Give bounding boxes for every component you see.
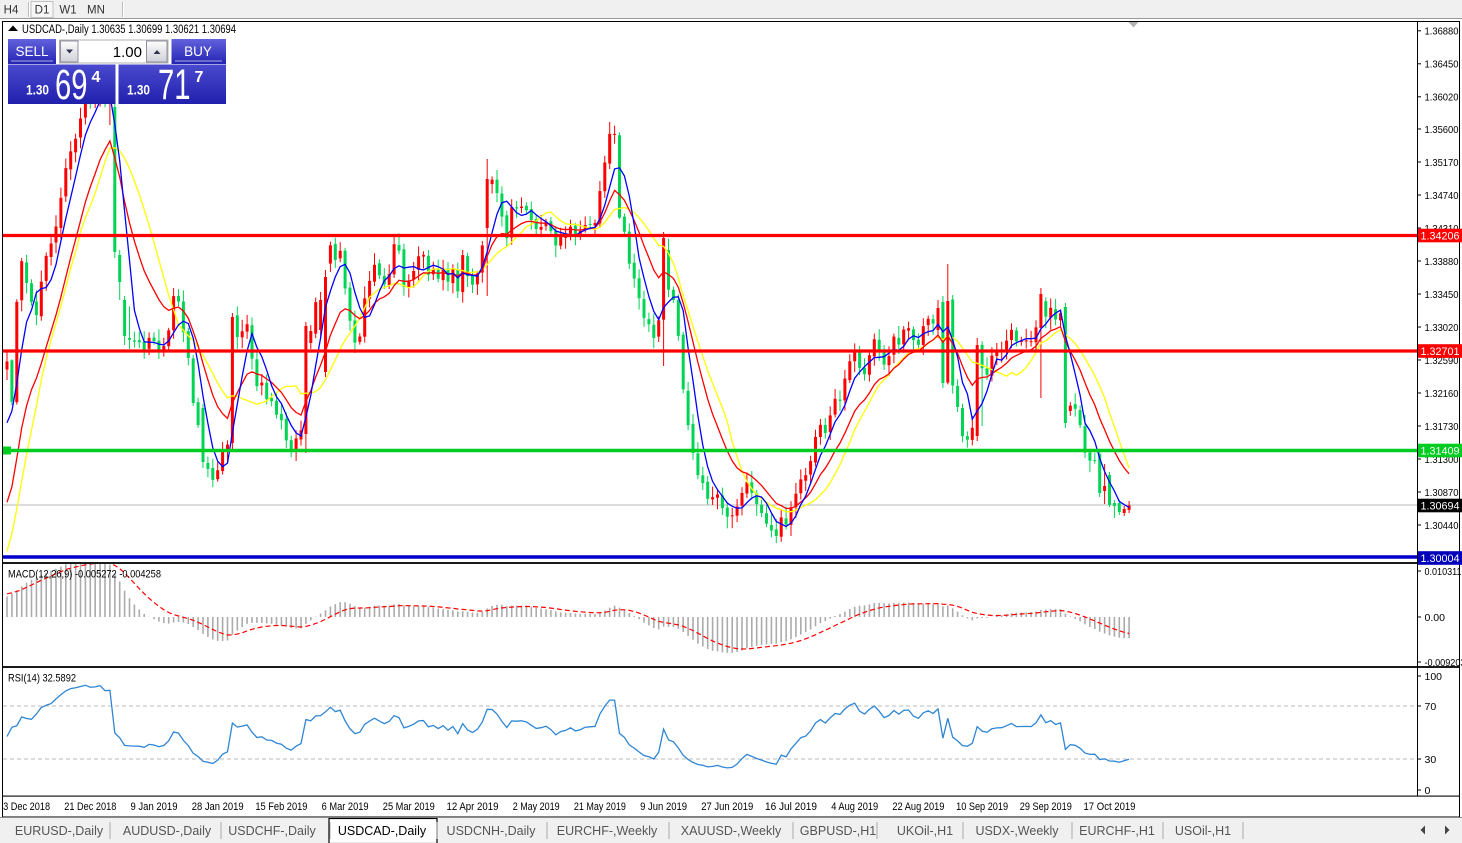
svg-text:1.00: 1.00 bbox=[113, 44, 142, 61]
svg-text:28 Jan 2019: 28 Jan 2019 bbox=[192, 801, 244, 813]
svg-text:SELL: SELL bbox=[15, 44, 49, 59]
svg-text:USOil-,H1: USOil-,H1 bbox=[1175, 824, 1231, 838]
svg-text:1.30440: 1.30440 bbox=[1425, 520, 1459, 532]
svg-text:0.00: 0.00 bbox=[1425, 612, 1446, 624]
svg-text:EURCHF-,H1: EURCHF-,H1 bbox=[1079, 824, 1155, 838]
svg-text:2 May 2019: 2 May 2019 bbox=[513, 801, 560, 813]
svg-text:1.31730: 1.31730 bbox=[1425, 421, 1459, 433]
svg-text:USDCNH-,Daily: USDCNH-,Daily bbox=[447, 824, 537, 838]
svg-text:12 Apr 2019: 12 Apr 2019 bbox=[447, 801, 499, 813]
svg-text:29 Sep 2019: 29 Sep 2019 bbox=[1020, 801, 1072, 813]
svg-text:25 Mar 2019: 25 Mar 2019 bbox=[383, 801, 435, 813]
svg-text:16 Jul 2019: 16 Jul 2019 bbox=[765, 801, 817, 813]
svg-text:17 Oct 2019: 17 Oct 2019 bbox=[1084, 801, 1136, 813]
svg-text:0: 0 bbox=[1425, 785, 1431, 797]
svg-text:21 May 2019: 21 May 2019 bbox=[574, 801, 626, 813]
svg-text:AUDUSD-,Daily: AUDUSD-,Daily bbox=[123, 824, 212, 838]
svg-text:BUY: BUY bbox=[184, 44, 212, 59]
svg-text:-0.009203: -0.009203 bbox=[1425, 657, 1462, 669]
svg-text:1.34740: 1.34740 bbox=[1425, 190, 1459, 202]
svg-text:4 Aug 2019: 4 Aug 2019 bbox=[831, 801, 878, 813]
svg-text:1.35600: 1.35600 bbox=[1425, 124, 1459, 136]
svg-text:XAUUSD-,Weekly: XAUUSD-,Weekly bbox=[681, 824, 782, 838]
svg-text:1.33450: 1.33450 bbox=[1425, 289, 1459, 301]
svg-text:1.30870: 1.30870 bbox=[1425, 487, 1459, 499]
svg-text:22 Aug 2019: 22 Aug 2019 bbox=[892, 801, 944, 813]
svg-text:69: 69 bbox=[55, 61, 88, 109]
svg-text:RSI(14) 32.5892: RSI(14) 32.5892 bbox=[8, 673, 76, 685]
svg-text:27 Jun 2019: 27 Jun 2019 bbox=[701, 801, 753, 813]
svg-text:15 Feb 2019: 15 Feb 2019 bbox=[255, 801, 307, 813]
svg-text:4: 4 bbox=[92, 69, 101, 86]
svg-text:30: 30 bbox=[1425, 754, 1437, 766]
svg-text:21 Dec 2018: 21 Dec 2018 bbox=[64, 801, 116, 813]
svg-text:H4: H4 bbox=[4, 5, 19, 17]
svg-text:1.35170: 1.35170 bbox=[1425, 157, 1459, 169]
svg-text:MN: MN bbox=[87, 5, 105, 17]
svg-text:USDX-,Weekly: USDX-,Weekly bbox=[975, 824, 1059, 838]
svg-text:1.30: 1.30 bbox=[127, 83, 150, 98]
svg-text:1.36880: 1.36880 bbox=[1425, 26, 1459, 38]
svg-text:1.33020: 1.33020 bbox=[1425, 322, 1459, 334]
svg-text:1.30: 1.30 bbox=[26, 83, 49, 98]
svg-text:9 Jan 2019: 9 Jan 2019 bbox=[131, 801, 178, 813]
svg-text:1.33880: 1.33880 bbox=[1425, 256, 1459, 268]
svg-text:UKOil-,H1: UKOil-,H1 bbox=[897, 824, 953, 838]
svg-text:D1: D1 bbox=[35, 5, 50, 17]
svg-text:10 Sep 2019: 10 Sep 2019 bbox=[956, 801, 1008, 813]
svg-text:6 Mar 2019: 6 Mar 2019 bbox=[322, 801, 369, 813]
svg-text:USDCAD-,Daily: USDCAD-,Daily bbox=[338, 824, 427, 838]
svg-text:7: 7 bbox=[195, 69, 204, 86]
svg-text:1.32160: 1.32160 bbox=[1425, 388, 1459, 400]
svg-text:3 Dec 2018: 3 Dec 2018 bbox=[3, 801, 50, 813]
svg-text:EURCHF-,Weekly: EURCHF-,Weekly bbox=[557, 824, 658, 838]
svg-text:1.30694: 1.30694 bbox=[1421, 501, 1460, 513]
svg-text:1.36020: 1.36020 bbox=[1425, 92, 1459, 104]
svg-text:0.010311: 0.010311 bbox=[1425, 566, 1462, 578]
svg-text:EURUSD-,Daily: EURUSD-,Daily bbox=[15, 824, 104, 838]
svg-text:USDCAD-,Daily 1.30635 1.30699: USDCAD-,Daily 1.30635 1.30699 1.30621 1.… bbox=[22, 24, 236, 36]
svg-text:1.30004: 1.30004 bbox=[1421, 553, 1460, 565]
svg-text:1.34206: 1.34206 bbox=[1421, 231, 1460, 243]
svg-text:USDCHF-,Daily: USDCHF-,Daily bbox=[228, 824, 316, 838]
svg-text:100: 100 bbox=[1425, 671, 1443, 683]
svg-text:70: 70 bbox=[1425, 701, 1437, 713]
svg-text:MACD(12,26,9) -0.005272 -0.004: MACD(12,26,9) -0.005272 -0.004258 bbox=[8, 569, 161, 581]
svg-text:9 Jun 2019: 9 Jun 2019 bbox=[640, 801, 687, 813]
svg-text:1.31409: 1.31409 bbox=[1421, 446, 1460, 458]
svg-text:GBPUSD-,H1: GBPUSD-,H1 bbox=[800, 824, 876, 838]
svg-text:71: 71 bbox=[158, 61, 191, 109]
svg-text:1.36450: 1.36450 bbox=[1425, 59, 1459, 71]
svg-text:1.32701: 1.32701 bbox=[1421, 346, 1460, 358]
svg-text:W1: W1 bbox=[59, 5, 76, 17]
